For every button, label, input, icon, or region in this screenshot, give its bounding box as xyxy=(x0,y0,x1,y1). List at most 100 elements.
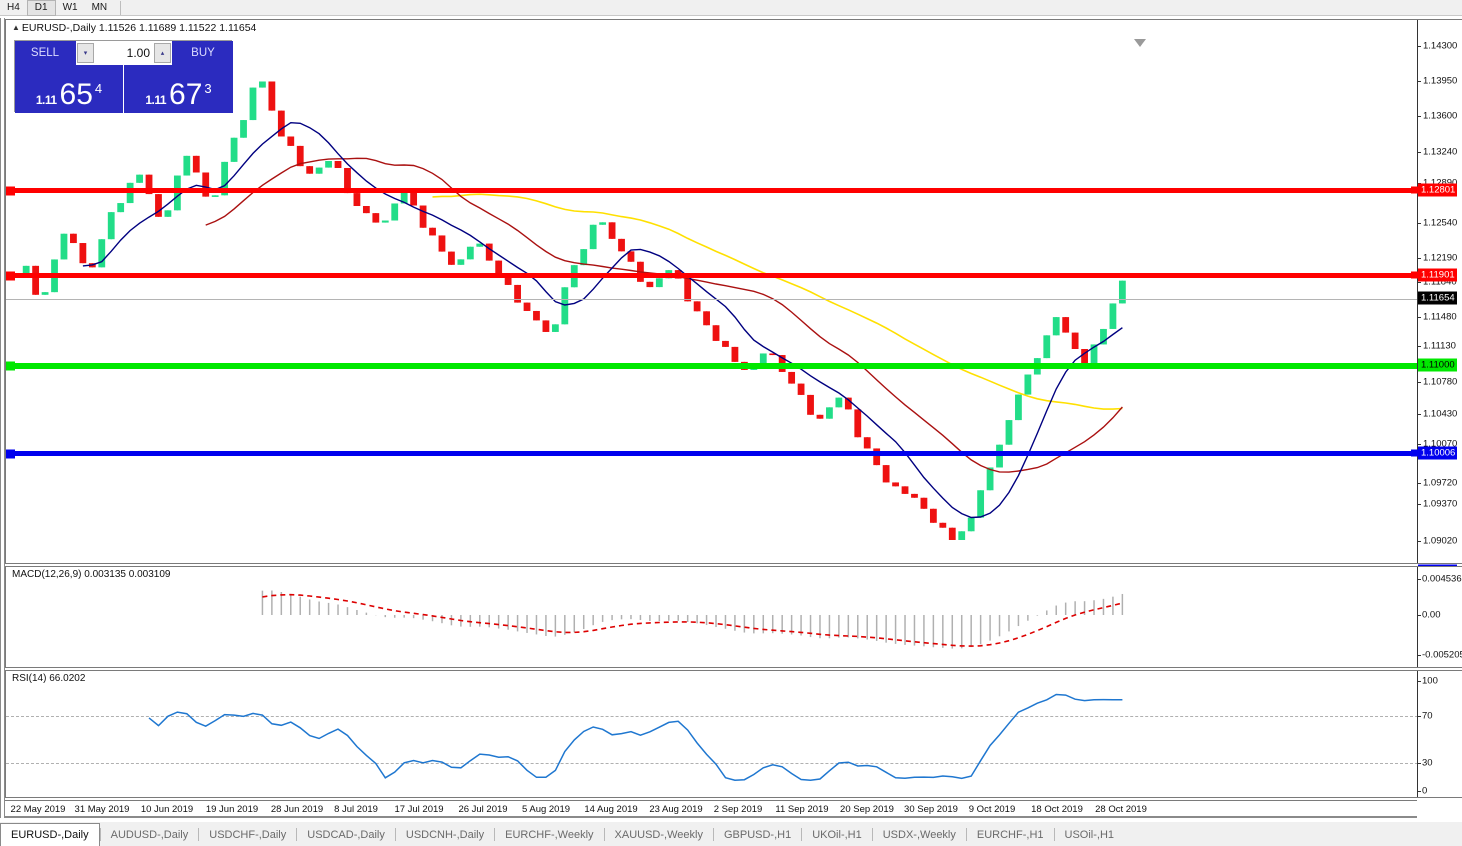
rsi-axis: 100 70 30 0 xyxy=(1417,670,1462,798)
candle-body xyxy=(41,292,49,295)
candle-body xyxy=(60,233,68,260)
chart-tab-eurchf[interactable]: EURCHF-,Weekly xyxy=(505,829,594,841)
candle-body xyxy=(70,233,77,244)
candle-body xyxy=(561,287,569,325)
macd-tick-label: 0.004536 xyxy=(1422,573,1462,585)
candle-body xyxy=(618,238,625,252)
candle-body xyxy=(514,284,521,303)
price-level-badge[interactable]: 1.11901 xyxy=(1418,268,1457,282)
chart-tab-usoil[interactable]: USOil-,H1 xyxy=(1064,829,1115,841)
candle-body xyxy=(646,281,654,288)
candle-body xyxy=(221,161,229,196)
chart-tab-xauusd[interactable]: XAUUSD-,Weekly xyxy=(614,829,703,841)
timeframe-mn[interactable]: MN xyxy=(91,2,108,13)
sell-button[interactable]: SELL xyxy=(15,41,75,65)
candle-body xyxy=(1100,328,1107,345)
candle-body xyxy=(1062,317,1070,333)
tab-divider xyxy=(198,827,200,841)
chart-tab-usdcnh[interactable]: USDCNH-,Daily xyxy=(405,829,485,841)
chart-tab-usdx[interactable]: USDX-,Weekly xyxy=(882,829,956,841)
price-axis[interactable]: 1.14300 1.13950 1.13600 1.13240 1.12890 1.125… xyxy=(1411,19,1462,582)
scroll-down-arrow-icon[interactable] xyxy=(1134,39,1146,47)
sell-price-display[interactable]: 1.11 65 4 xyxy=(15,65,124,113)
candle-body xyxy=(1005,420,1013,445)
level-handle-icon[interactable] xyxy=(6,186,15,195)
macd-tick-label: -0.005205 xyxy=(1422,649,1462,661)
chart-tab-eurchf[interactable]: EURCHF-,H1 xyxy=(976,829,1044,841)
price-tick xyxy=(1417,258,1421,259)
price-tick xyxy=(1417,346,1421,347)
lot-size-control[interactable]: ▾ 1.00 ▴ xyxy=(75,41,173,65)
candle-body xyxy=(277,110,285,137)
candle-body xyxy=(230,137,238,162)
level-handle-icon[interactable] xyxy=(6,271,15,280)
chart-tab-audusd[interactable]: AUDUSD-,Daily xyxy=(110,829,189,841)
level-line-resistance-2[interactable] xyxy=(6,271,1417,280)
lot-increase-icon[interactable]: ▴ xyxy=(154,43,171,63)
price-level-badge[interactable]: 1.11000 xyxy=(1418,358,1457,372)
rsi-tick xyxy=(1417,791,1421,792)
candle-body xyxy=(731,346,739,362)
price-tick-label: 1.11130 xyxy=(1423,340,1456,352)
candles-group xyxy=(13,81,1126,540)
candle-body xyxy=(948,527,956,540)
buy-price-display[interactable]: 1.11 67 3 xyxy=(124,65,233,113)
chart-tab-usdcad[interactable]: USDCAD-,Daily xyxy=(307,829,385,841)
date-axis-label: 28 Oct 2019 xyxy=(1095,804,1147,815)
candle-body xyxy=(693,301,701,312)
date-axis[interactable]: 22 May 2019 31 May 2019 10 Jun 2019 19 Jun … xyxy=(5,800,1417,818)
candle-body xyxy=(183,155,191,176)
chart-tab-usdchf[interactable]: USDCHF-,Daily xyxy=(209,829,287,841)
collapse-triangle-icon[interactable]: ▲ xyxy=(12,23,20,32)
date-axis-label: 18 Oct 2019 xyxy=(1031,804,1083,815)
candle-body xyxy=(627,251,635,262)
candle-body xyxy=(410,192,418,206)
macd-signal-line xyxy=(262,593,1123,647)
candle-body xyxy=(448,251,455,265)
level-line-support-2[interactable] xyxy=(6,449,1417,458)
candle-body xyxy=(1081,349,1088,366)
one-click-trading-panel[interactable]: SELL ▾ 1.00 ▴ BUY 1.11 65 4 1.11 67 3 xyxy=(14,40,233,113)
candle-body xyxy=(911,493,918,498)
level-line-resistance-1[interactable] xyxy=(6,186,1417,195)
price-tick-label: 1.10780 xyxy=(1423,376,1458,388)
date-axis-label: 20 Sep 2019 xyxy=(840,804,894,815)
chart-tab-bar: EURUSD-,Daily AUDUSD-,Daily USDCHF-,Daily U… xyxy=(0,822,1462,846)
price-chart-pane[interactable]: ▲ EURUSD-,Daily 1.11526 1.11689 1.11522 1… xyxy=(5,19,1417,564)
rsi-tick-label: 100 xyxy=(1422,675,1438,687)
level-handle-icon[interactable] xyxy=(6,449,15,458)
rsi-indicator-pane[interactable]: RSI(14) 66.0202 xyxy=(5,670,1417,798)
buy-button[interactable]: BUY xyxy=(173,41,233,65)
candle-body xyxy=(826,407,833,419)
timeframe-w1[interactable]: W1 xyxy=(62,2,78,13)
candle-body xyxy=(79,243,87,264)
price-level-badge[interactable]: 1.12801 xyxy=(1418,183,1458,197)
candle-body xyxy=(901,486,909,494)
price-tick xyxy=(1417,46,1421,47)
macd-indicator-pane[interactable]: MACD(12,26,9) 0.003135 0.003109 xyxy=(5,566,1417,668)
lot-decrease-icon[interactable]: ▾ xyxy=(77,43,94,63)
level-line-support-1[interactable] xyxy=(6,361,1417,371)
candle-body xyxy=(835,397,843,408)
timeframe-d1[interactable]: D1 xyxy=(26,0,56,16)
chart-tab-eurusd[interactable]: EURUSD-,Daily xyxy=(0,823,100,846)
tab-divider xyxy=(99,827,101,841)
candle-body xyxy=(939,522,947,528)
timeframe-h4[interactable]: H4 xyxy=(7,2,20,13)
price-tick-label: 1.11840 xyxy=(1423,276,1457,288)
chart-tab-ukoil[interactable]: UKOil-,H1 xyxy=(812,829,862,841)
candle-body xyxy=(1090,344,1098,366)
chart-tab-gbpusd[interactable]: GBPUSD-,H1 xyxy=(723,829,792,841)
candle-body xyxy=(259,81,266,88)
candle-body xyxy=(1109,303,1117,329)
candle-body xyxy=(344,167,351,194)
macd-tick-label: 0.00 xyxy=(1422,609,1441,621)
level-handle-icon[interactable] xyxy=(6,361,15,371)
lot-size-input[interactable]: 1.00 xyxy=(126,46,150,60)
price-level-badge[interactable]: 1.11654 xyxy=(1418,291,1457,305)
rsi-tick-label: 0 xyxy=(1422,785,1428,797)
price-level-badge[interactable]: 1.10006 xyxy=(1418,446,1458,460)
price-tick xyxy=(1417,81,1421,82)
candle-body xyxy=(136,174,143,183)
candle-body xyxy=(807,394,814,415)
